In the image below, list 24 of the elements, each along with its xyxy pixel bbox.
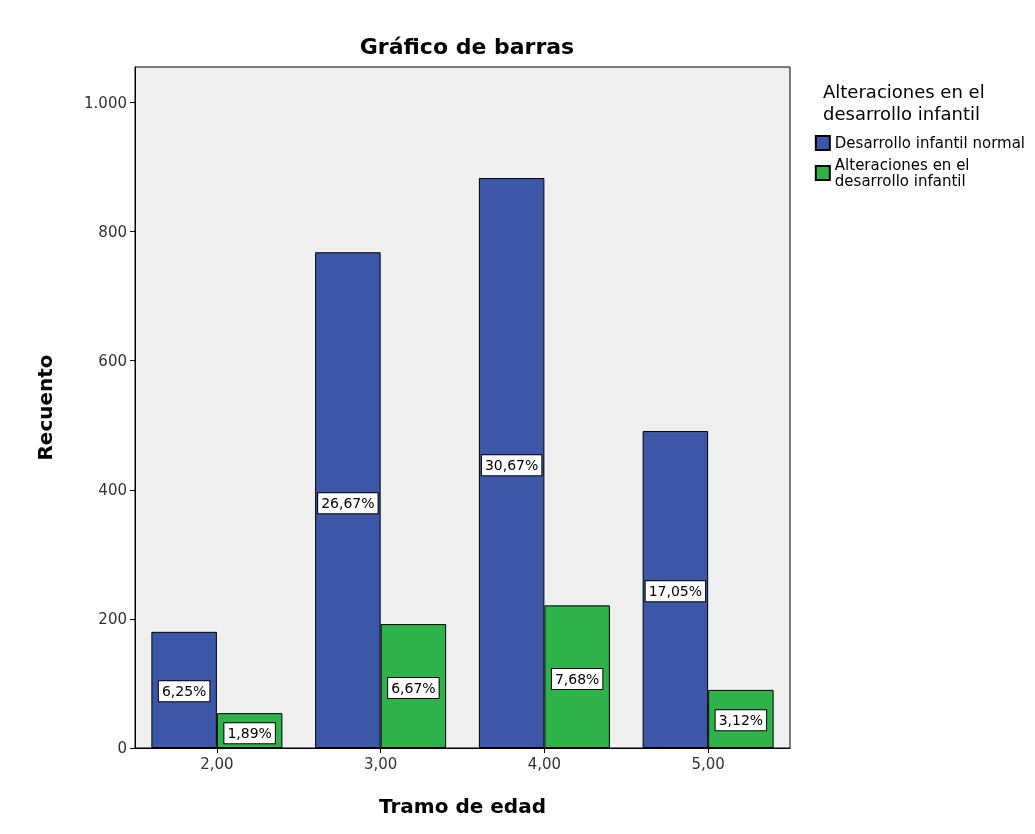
- annotation: 6,25%: [161, 683, 207, 700]
- y-axis-title: Recuento: [33, 354, 57, 461]
- y-tick-label: 200: [98, 609, 127, 628]
- y-tick-label: 800: [98, 222, 127, 241]
- annotation: 17,05%: [648, 583, 703, 600]
- annotation: 30,67%: [484, 457, 539, 474]
- legend-title: Alteraciones en el desarrollo infantil: [823, 80, 985, 124]
- annotation: 1,89%: [227, 725, 272, 742]
- annotation: 6,67%: [391, 679, 436, 696]
- legend-label: Alteraciones en el desarrollo infantil: [834, 156, 970, 190]
- x-tick-label: 5,00: [691, 754, 725, 773]
- x-tick-label: 3,00: [363, 754, 398, 773]
- x-axis-title: Tramo de edad: [379, 794, 546, 818]
- y-tick-label: 1.000: [84, 93, 127, 112]
- y-tick-label: 0: [117, 739, 127, 757]
- annotation: 3,12%: [718, 712, 764, 729]
- y-tick-label: 600: [98, 351, 127, 370]
- annotation: 7,68%: [554, 670, 600, 687]
- y-tick-label: 400: [98, 480, 127, 499]
- annotation: 26,67%: [321, 495, 375, 512]
- chart-title: Gráfico de barras: [359, 33, 575, 59]
- x-tick-label: 4,00: [527, 754, 562, 773]
- x-tick-label: 2,00: [200, 754, 234, 773]
- legend-label: Desarrollo infantil normal: [834, 134, 1026, 152]
